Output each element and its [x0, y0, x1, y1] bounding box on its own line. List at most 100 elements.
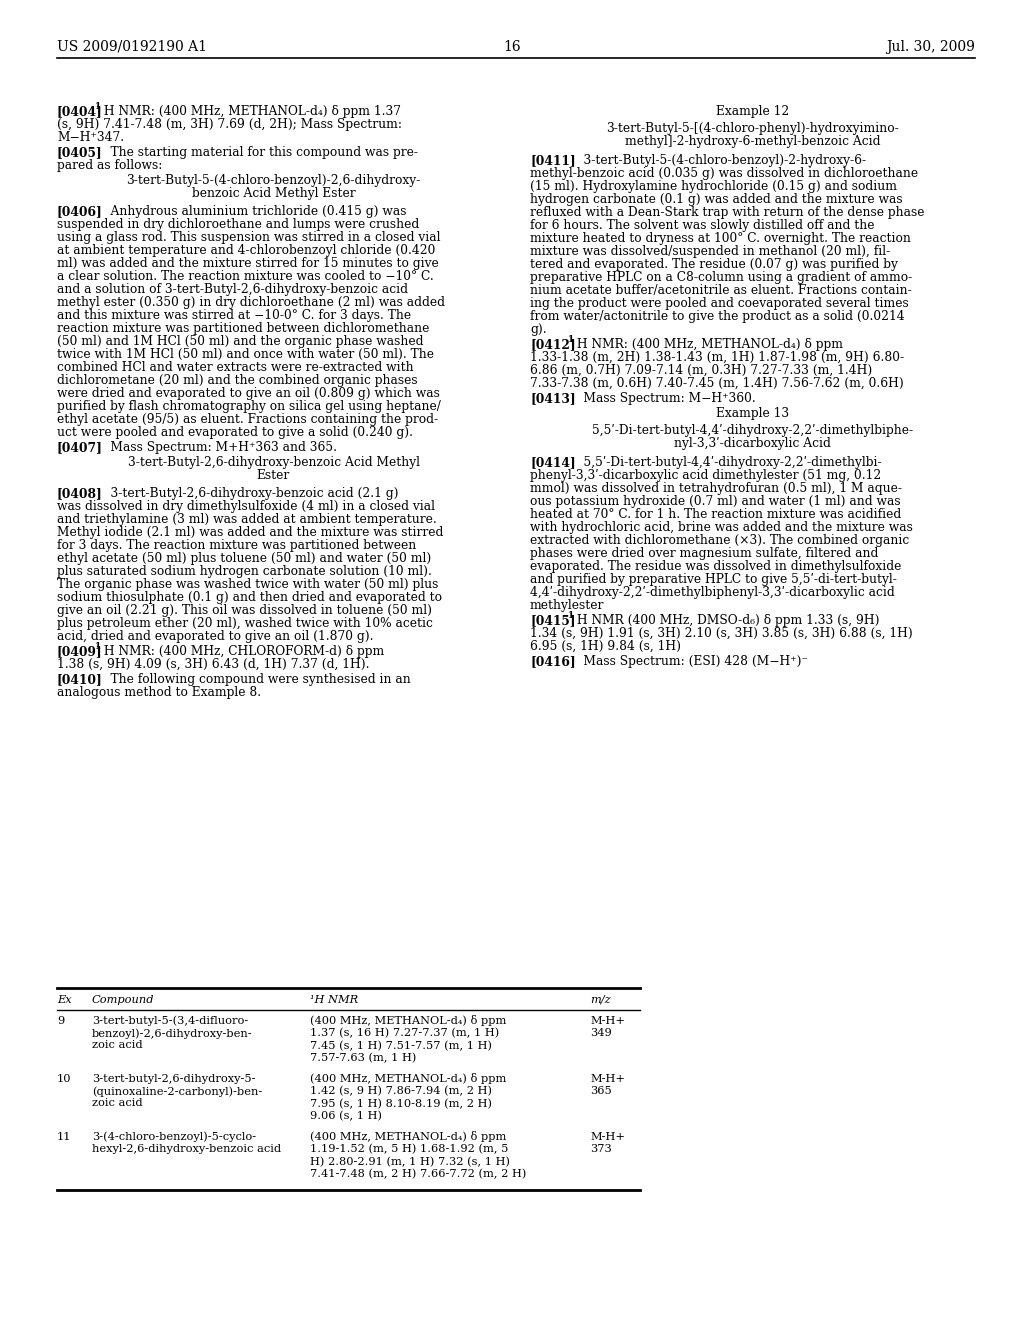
Text: methylester: methylester: [530, 599, 604, 612]
Text: 3-tert-butyl-2,6-dihydroxy-5-: 3-tert-butyl-2,6-dihydroxy-5-: [92, 1073, 256, 1084]
Text: 1: 1: [95, 642, 101, 651]
Text: [0415]: [0415]: [530, 614, 575, 627]
Text: at ambient temperature and 4-chlorobenzoyl chloride (0.420: at ambient temperature and 4-chlorobenzo…: [57, 244, 435, 257]
Text: [0414]: [0414]: [530, 455, 575, 469]
Text: and this mixture was stirred at −10-0° C. for 3 days. The: and this mixture was stirred at −10-0° C…: [57, 309, 411, 322]
Text: 7.45 (s, 1 H) 7.51-7.57 (m, 1 H): 7.45 (s, 1 H) 7.51-7.57 (m, 1 H): [310, 1040, 492, 1051]
Text: 7.33-7.38 (m, 0.6H) 7.40-7.45 (m, 1.4H) 7.56-7.62 (m, 0.6H): 7.33-7.38 (m, 0.6H) 7.40-7.45 (m, 1.4H) …: [530, 378, 904, 389]
Text: [0407]: [0407]: [57, 441, 102, 454]
Text: (400 MHz, METHANOL-d₄) δ ppm: (400 MHz, METHANOL-d₄) δ ppm: [310, 1015, 507, 1027]
Text: 7.41-7.48 (m, 2 H) 7.66-7.72 (m, 2 H): 7.41-7.48 (m, 2 H) 7.66-7.72 (m, 2 H): [310, 1170, 526, 1179]
Text: mixture heated to dryness at 100° C. overnight. The reaction: mixture heated to dryness at 100° C. ove…: [530, 232, 911, 246]
Text: 1.34 (s, 9H) 1.91 (s, 3H) 2.10 (s, 3H) 3.85 (s, 3H) 6.88 (s, 1H): 1.34 (s, 9H) 1.91 (s, 3H) 2.10 (s, 3H) 3…: [530, 627, 912, 640]
Text: 9.06 (s, 1 H): 9.06 (s, 1 H): [310, 1111, 382, 1122]
Text: Ester: Ester: [257, 469, 290, 482]
Text: Example 12: Example 12: [716, 106, 790, 117]
Text: benzoyl)-2,6-dihydroxy-ben-: benzoyl)-2,6-dihydroxy-ben-: [92, 1028, 253, 1039]
Text: and a solution of 3-tert-Butyl-2,6-dihydroxy-benzoic acid: and a solution of 3-tert-Butyl-2,6-dihyd…: [57, 282, 408, 296]
Text: 7.57-7.63 (m, 1 H): 7.57-7.63 (m, 1 H): [310, 1053, 417, 1064]
Text: was dissolved in dry dimethylsulfoxide (4 ml) in a closed vial: was dissolved in dry dimethylsulfoxide (…: [57, 500, 435, 513]
Text: Jul. 30, 2009: Jul. 30, 2009: [886, 40, 975, 54]
Text: zoic acid: zoic acid: [92, 1098, 142, 1109]
Text: combined HCl and water extracts were re-extracted with: combined HCl and water extracts were re-…: [57, 360, 414, 374]
Text: evaporated. The residue was dissolved in dimethylsulfoxide: evaporated. The residue was dissolved in…: [530, 560, 901, 573]
Text: M−H⁺347.: M−H⁺347.: [57, 131, 124, 144]
Text: [0408]: [0408]: [57, 487, 102, 500]
Text: ing the product were pooled and coevaporated several times: ing the product were pooled and coevapor…: [530, 297, 908, 310]
Text: purified by flash chromatography on silica gel using heptane/: purified by flash chromatography on sili…: [57, 400, 441, 413]
Text: 3-tert-Butyl-2,6-dihydroxy-benzoic Acid Methyl: 3-tert-Butyl-2,6-dihydroxy-benzoic Acid …: [128, 455, 420, 469]
Text: 1.33-1.38 (m, 2H) 1.38-1.43 (m, 1H) 1.87-1.98 (m, 9H) 6.80-: 1.33-1.38 (m, 2H) 1.38-1.43 (m, 1H) 1.87…: [530, 351, 904, 364]
Text: mixture was dissolved/suspended in methanol (20 ml), fil-: mixture was dissolved/suspended in metha…: [530, 246, 890, 257]
Text: ml) was added and the mixture stirred for 15 minutes to give: ml) was added and the mixture stirred fo…: [57, 257, 438, 271]
Text: phenyl-3,3ʹ-dicarboxylic acid dimethylester (51 mg, 0.12: phenyl-3,3ʹ-dicarboxylic acid dimethyles…: [530, 469, 882, 482]
Text: refluxed with a Dean-Stark trap with return of the dense phase: refluxed with a Dean-Stark trap with ret…: [530, 206, 925, 219]
Text: (s, 9H) 7.41-7.48 (m, 3H) 7.69 (d, 2H); Mass Spectrum:: (s, 9H) 7.41-7.48 (m, 3H) 7.69 (d, 2H); …: [57, 117, 402, 131]
Text: hydrogen carbonate (0.1 g) was added and the mixture was: hydrogen carbonate (0.1 g) was added and…: [530, 193, 902, 206]
Text: The following compound were synthesised in an: The following compound were synthesised …: [95, 673, 411, 686]
Text: 6.95 (s, 1H) 9.84 (s, 1H): 6.95 (s, 1H) 9.84 (s, 1H): [530, 640, 681, 653]
Text: Compound: Compound: [92, 995, 155, 1005]
Text: Mass Spectrum: M−H⁺360.: Mass Spectrum: M−H⁺360.: [568, 392, 756, 405]
Text: give an oil (2.21 g). This oil was dissolved in toluene (50 ml): give an oil (2.21 g). This oil was disso…: [57, 605, 432, 616]
Text: 365: 365: [590, 1086, 611, 1096]
Text: 1.37 (s, 16 H) 7.27-7.37 (m, 1 H): 1.37 (s, 16 H) 7.27-7.37 (m, 1 H): [310, 1028, 500, 1039]
Text: (quinoxaline-2-carbonyl)-ben-: (quinoxaline-2-carbonyl)-ben-: [92, 1086, 262, 1097]
Text: benzoic Acid Methyl Ester: benzoic Acid Methyl Ester: [191, 187, 355, 201]
Text: Example 13: Example 13: [716, 407, 790, 420]
Text: Mass Spectrum: (ESI) 428 (M−H⁺)⁻: Mass Spectrum: (ESI) 428 (M−H⁺)⁻: [568, 655, 808, 668]
Text: and purified by preparative HPLC to give 5,5ʹ-di-tert-butyl-: and purified by preparative HPLC to give…: [530, 573, 897, 586]
Text: pared as follows:: pared as follows:: [57, 158, 163, 172]
Text: H NMR: (400 MHz, METHANOL-d₄) δ ppm: H NMR: (400 MHz, METHANOL-d₄) δ ppm: [573, 338, 843, 351]
Text: 1.19-1.52 (m, 5 H) 1.68-1.92 (m, 5: 1.19-1.52 (m, 5 H) 1.68-1.92 (m, 5: [310, 1144, 508, 1155]
Text: g).: g).: [530, 323, 547, 337]
Text: mmol) was dissolved in tetrahydrofuran (0.5 ml), 1 M aque-: mmol) was dissolved in tetrahydrofuran (…: [530, 482, 902, 495]
Text: US 2009/0192190 A1: US 2009/0192190 A1: [57, 40, 207, 54]
Text: uct were pooled and evaporated to give a solid (0.240 g).: uct were pooled and evaporated to give a…: [57, 426, 413, 440]
Text: 16: 16: [503, 40, 521, 54]
Text: H) 2.80-2.91 (m, 1 H) 7.32 (s, 1 H): H) 2.80-2.91 (m, 1 H) 7.32 (s, 1 H): [310, 1156, 510, 1167]
Text: 6.86 (m, 0.7H) 7.09-7.14 (m, 0.3H) 7.27-7.33 (m, 1.4H): 6.86 (m, 0.7H) 7.09-7.14 (m, 0.3H) 7.27-…: [530, 364, 872, 378]
Text: 3-tert-butyl-5-(3,4-difluoro-: 3-tert-butyl-5-(3,4-difluoro-: [92, 1015, 248, 1026]
Text: zoic acid: zoic acid: [92, 1040, 142, 1051]
Text: ous potassium hydroxide (0.7 ml) and water (1 ml) and was: ous potassium hydroxide (0.7 ml) and wat…: [530, 495, 901, 508]
Text: 349: 349: [590, 1028, 611, 1038]
Text: m/z: m/z: [590, 995, 610, 1005]
Text: extracted with dichloromethane (×3). The combined organic: extracted with dichloromethane (×3). The…: [530, 535, 909, 546]
Text: M-H+: M-H+: [590, 1073, 625, 1084]
Text: for 6 hours. The solvent was slowly distilled off and the: for 6 hours. The solvent was slowly dist…: [530, 219, 874, 232]
Text: 4,4ʹ-dihydroxy-2,2ʹ-dimethylbiphenyl-3,3ʹ-dicarboxylic acid: 4,4ʹ-dihydroxy-2,2ʹ-dimethylbiphenyl-3,3…: [530, 586, 895, 599]
Text: plus saturated sodium hydrogen carbonate solution (10 ml).: plus saturated sodium hydrogen carbonate…: [57, 565, 432, 578]
Text: twice with 1M HCl (50 ml) and once with water (50 ml). The: twice with 1M HCl (50 ml) and once with …: [57, 348, 434, 360]
Text: The organic phase was washed twice with water (50 ml) plus: The organic phase was washed twice with …: [57, 578, 438, 591]
Text: 3-(4-chloro-benzoyl)-5-cyclo-: 3-(4-chloro-benzoyl)-5-cyclo-: [92, 1131, 256, 1142]
Text: ethyl acetate (95/5) as eluent. Fractions containing the prod-: ethyl acetate (95/5) as eluent. Fraction…: [57, 413, 438, 426]
Text: methyl-benzoic acid (0.035 g) was dissolved in dichloroethane: methyl-benzoic acid (0.035 g) was dissol…: [530, 168, 919, 180]
Text: The starting material for this compound was pre-: The starting material for this compound …: [95, 147, 418, 158]
Text: [0416]: [0416]: [530, 655, 575, 668]
Text: H NMR (400 MHz, DMSO-d₆) δ ppm 1.33 (s, 9H): H NMR (400 MHz, DMSO-d₆) δ ppm 1.33 (s, …: [573, 614, 880, 627]
Text: M-H+: M-H+: [590, 1131, 625, 1142]
Text: nyl-3,3ʹ-dicarboxylic Acid: nyl-3,3ʹ-dicarboxylic Acid: [674, 437, 830, 450]
Text: sodium thiosulphate (0.1 g) and then dried and evaporated to: sodium thiosulphate (0.1 g) and then dri…: [57, 591, 442, 605]
Text: 9: 9: [57, 1015, 65, 1026]
Text: H NMR: (400 MHz, METHANOL-d₄) δ ppm 1.37: H NMR: (400 MHz, METHANOL-d₄) δ ppm 1.37: [100, 106, 401, 117]
Text: ¹H NMR: ¹H NMR: [310, 995, 358, 1005]
Text: ethyl acetate (50 ml) plus toluene (50 ml) and water (50 ml): ethyl acetate (50 ml) plus toluene (50 m…: [57, 552, 431, 565]
Text: (400 MHz, METHANOL-d₄) δ ppm: (400 MHz, METHANOL-d₄) δ ppm: [310, 1073, 507, 1085]
Text: 1.38 (s, 9H) 4.09 (s, 3H) 6.43 (d, 1H) 7.37 (d, 1H).: 1.38 (s, 9H) 4.09 (s, 3H) 6.43 (d, 1H) 7…: [57, 657, 370, 671]
Text: nium acetate buffer/acetonitrile as eluent. Fractions contain-: nium acetate buffer/acetonitrile as elue…: [530, 284, 911, 297]
Text: 3-tert-Butyl-2,6-dihydroxy-benzoic acid (2.1 g): 3-tert-Butyl-2,6-dihydroxy-benzoic acid …: [95, 487, 398, 500]
Text: 1: 1: [95, 102, 101, 111]
Text: dichlorometane (20 ml) and the combined organic phases: dichlorometane (20 ml) and the combined …: [57, 374, 418, 387]
Text: Methyl iodide (2.1 ml) was added and the mixture was stirred: Methyl iodide (2.1 ml) was added and the…: [57, 525, 443, 539]
Text: 1: 1: [568, 335, 574, 345]
Text: 10: 10: [57, 1073, 72, 1084]
Text: 1: 1: [568, 611, 574, 620]
Text: reaction mixture was partitioned between dichloromethane: reaction mixture was partitioned between…: [57, 322, 429, 335]
Text: 3-tert-Butyl-5-(4-chloro-benzoyl)-2-hydroxy-6-: 3-tert-Butyl-5-(4-chloro-benzoyl)-2-hydr…: [568, 154, 866, 168]
Text: tered and evaporated. The residue (0.07 g) was purified by: tered and evaporated. The residue (0.07 …: [530, 257, 898, 271]
Text: with hydrochloric acid, brine was added and the mixture was: with hydrochloric acid, brine was added …: [530, 521, 912, 535]
Text: (400 MHz, METHANOL-d₄) δ ppm: (400 MHz, METHANOL-d₄) δ ppm: [310, 1131, 507, 1143]
Text: preparative HPLC on a C8-column using a gradient of ammo-: preparative HPLC on a C8-column using a …: [530, 271, 912, 284]
